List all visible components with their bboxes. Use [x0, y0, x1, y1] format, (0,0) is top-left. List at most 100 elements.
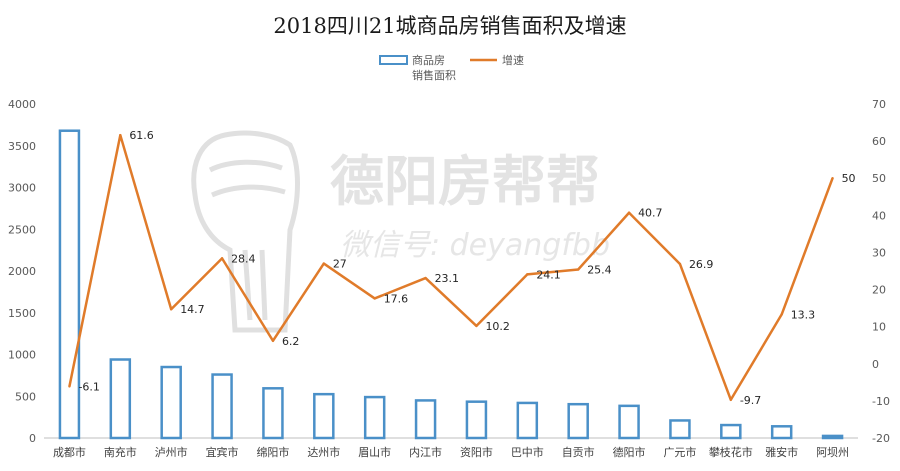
line-point	[780, 313, 783, 316]
bar-series	[58, 129, 844, 440]
category-label: 自贡市	[562, 445, 595, 459]
bar	[211, 373, 233, 440]
line-point	[68, 385, 71, 388]
line-point	[526, 273, 529, 276]
right-tick-label: 0	[872, 358, 879, 371]
data-label: 25.4	[587, 264, 612, 277]
bar	[720, 423, 742, 440]
left-tick-label: 2000	[8, 265, 36, 278]
data-label: 28.4	[231, 252, 256, 265]
right-axis: -20 -10 0 10 20 30 40 50 60 70	[872, 98, 890, 445]
line-point	[271, 339, 275, 342]
bar	[516, 401, 539, 440]
bar	[618, 404, 640, 440]
bar	[363, 395, 386, 440]
line-series: -6.1 61.6 14.7 28.4 6.2 27 17.6 23.1 10.2 24.1 25.…	[68, 129, 856, 407]
right-tick-label: -10	[872, 395, 890, 408]
left-tick-label: 0	[29, 432, 36, 445]
data-label: -6.1	[78, 380, 99, 393]
right-tick-label: 40	[872, 209, 886, 222]
left-tick-label: 2500	[8, 223, 36, 236]
category-label: 巴中市	[511, 445, 544, 459]
category-label: 雅安市	[765, 445, 798, 459]
bar	[821, 434, 844, 440]
data-label: 24.1	[536, 268, 561, 281]
bar	[160, 365, 182, 440]
bar	[770, 425, 793, 440]
watermark-wechat: 微信号: deyangfbb	[340, 228, 610, 263]
growth-line	[68, 133, 834, 402]
left-tick-label: 1500	[8, 307, 36, 320]
category-label: 眉山市	[358, 445, 391, 459]
data-label: 50	[842, 172, 856, 185]
fist-logo	[191, 130, 300, 333]
line-point	[678, 262, 682, 266]
line-point	[220, 257, 224, 260]
right-tick-label: 60	[872, 135, 886, 148]
data-label: 10.2	[485, 320, 510, 333]
legend-bar-swatch	[379, 55, 408, 65]
legend-bar-label-line2: 销售面积	[412, 68, 456, 82]
bar	[58, 129, 81, 440]
left-tick-label: 4000	[8, 98, 36, 111]
line-point	[475, 324, 478, 328]
category-label: 绵阳市	[256, 445, 289, 459]
left-axis: 0 500 1000 1500 2000 2500 3000 3500 4000	[8, 98, 36, 445]
left-tick-label: 500	[15, 390, 36, 403]
bar	[567, 402, 589, 440]
data-label: 26.9	[689, 258, 714, 271]
left-tick-label: 1000	[8, 349, 36, 362]
category-label: 阿坝州	[816, 445, 849, 459]
legend: 商品房 销售面积 增速	[379, 53, 524, 82]
category-label: 资阳市	[460, 445, 493, 459]
category-label: 成都市	[53, 445, 86, 459]
right-tick-label: -20	[872, 432, 890, 445]
line-point	[322, 262, 326, 265]
category-labels: 成都市 南充市 泸州市 宜宾市 绵阳市 达州市 眉山市 内江市 资阳市 巴中市 自贡市 德阳市 广元市攀…	[53, 445, 849, 459]
category-label: 泸州市	[155, 445, 188, 459]
data-label: 23.1	[435, 272, 460, 285]
right-tick-label: 20	[872, 284, 886, 297]
right-tick-label: 50	[872, 172, 886, 185]
data-label: 13.3	[791, 308, 816, 321]
bar	[313, 392, 335, 440]
right-tick-label: 70	[872, 98, 886, 111]
bar	[262, 387, 284, 440]
line-point	[373, 297, 376, 300]
line-point	[119, 133, 122, 137]
category-label: 内江市	[409, 445, 442, 459]
category-label: 德阳市	[613, 445, 646, 459]
legend-bar-label-line1: 商品房	[412, 53, 445, 67]
data-label: 40.7	[638, 207, 663, 220]
legend-line-label: 增速	[502, 53, 524, 67]
data-label: 17.6	[384, 292, 409, 305]
right-tick-label: 10	[872, 321, 886, 334]
data-label: 61.6	[129, 129, 154, 142]
category-label: 宜宾市	[206, 445, 239, 459]
left-tick-label: 3000	[8, 182, 36, 195]
bar	[109, 358, 132, 440]
line-point	[424, 276, 427, 280]
left-tick-label: 3500	[8, 140, 36, 153]
bar	[465, 400, 488, 440]
line-point	[729, 398, 733, 401]
category-label: 达州市	[307, 445, 340, 459]
line-point	[169, 308, 173, 311]
category-label: 广元市	[663, 445, 696, 459]
bar	[414, 399, 437, 440]
line-point	[576, 268, 580, 271]
watermark-name: 德阳房帮帮	[330, 150, 600, 213]
data-label: 6.2	[282, 335, 300, 348]
chart-title: 2018四川21城商品房销售面积及增速	[273, 14, 626, 38]
line-point	[627, 211, 631, 214]
data-label: 14.7	[180, 303, 205, 316]
line-point	[831, 177, 834, 180]
bar	[669, 419, 691, 440]
data-label: 27	[333, 258, 347, 271]
right-tick-label: 30	[872, 246, 886, 259]
watermark: 德阳房帮帮 微信号: deyangfbb	[191, 130, 610, 333]
category-label: 南充市	[104, 445, 137, 459]
data-label: -9.7	[740, 394, 761, 407]
category-label: 攀枝花市	[709, 445, 753, 459]
